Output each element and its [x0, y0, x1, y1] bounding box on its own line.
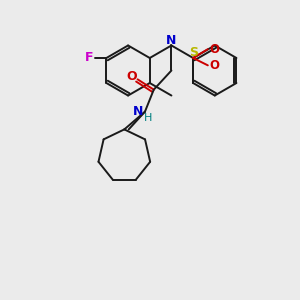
Text: O: O	[126, 70, 137, 83]
Text: N: N	[133, 105, 144, 118]
Text: H: H	[144, 113, 152, 123]
Text: N: N	[166, 34, 177, 47]
Text: O: O	[209, 59, 219, 72]
Text: O: O	[209, 43, 219, 56]
Text: S: S	[189, 46, 198, 59]
Text: F: F	[85, 52, 94, 64]
